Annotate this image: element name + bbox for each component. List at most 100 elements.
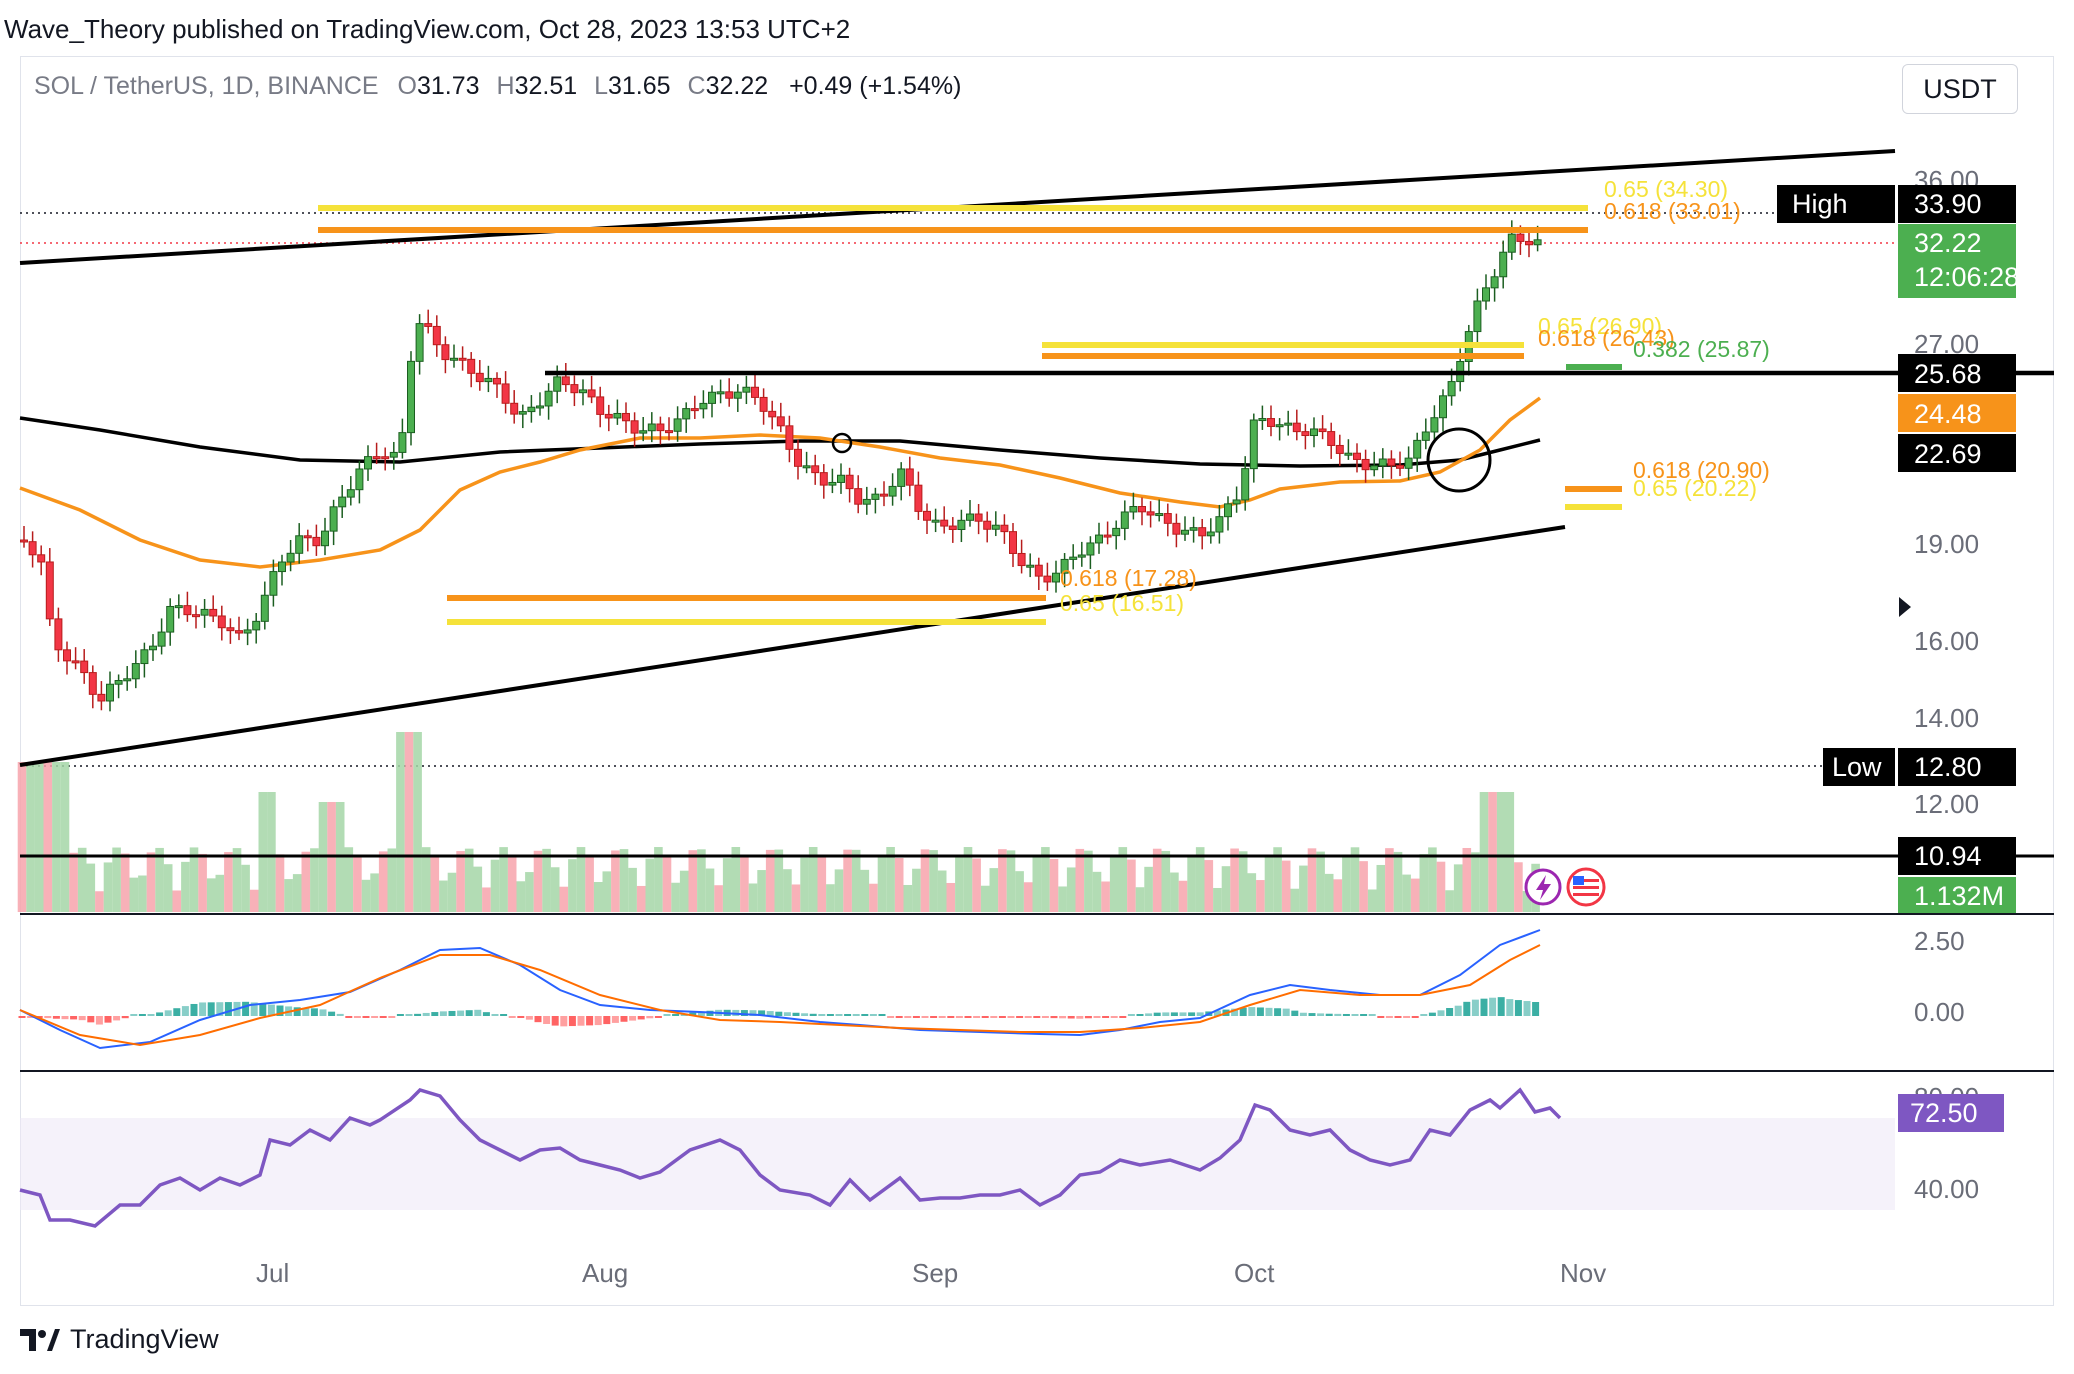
candle-body: [1439, 395, 1447, 419]
macd-hist-bar: [938, 1016, 946, 1018]
low-value: 31.65: [607, 72, 671, 100]
time-tick-jul: Jul: [256, 1258, 289, 1288]
candle-body: [278, 561, 286, 573]
volume-bar: [826, 884, 835, 912]
candle-body: [398, 432, 407, 453]
symbol-pair[interactable]: SOL / TetherUS, 1D, BINANCE: [34, 72, 379, 100]
candle-body: [252, 620, 261, 631]
close-label: C: [687, 72, 706, 100]
macd-hist-bar: [482, 1012, 490, 1016]
candle-body: [510, 402, 519, 415]
volume-bar: [370, 873, 379, 912]
volume-bar: [955, 856, 964, 912]
price-tag-22-69: 22.69: [1898, 434, 2016, 472]
macd-hist-bar: [104, 1016, 112, 1023]
candle-body: [106, 683, 114, 702]
macd-hist-bar: [835, 1014, 843, 1016]
macd-hist-bar: [1041, 1016, 1049, 1018]
candle-body: [37, 554, 46, 563]
macd-hist-bar: [818, 1014, 826, 1016]
candle-body: [1129, 506, 1138, 513]
macd-hist-bar: [310, 1008, 318, 1016]
macd-hist-bar: [1033, 1016, 1041, 1018]
svg-text:1.132M: 1.132M: [1914, 881, 2004, 911]
svg-text:24.48: 24.48: [1914, 399, 1982, 429]
volume-bar: [903, 884, 913, 912]
candle-body: [269, 571, 278, 596]
candle-body: [682, 408, 691, 420]
macd-hist-bar: [964, 1016, 972, 1018]
candle-body: [1473, 300, 1482, 333]
volume-bar: [1109, 855, 1119, 912]
macd-hist-bar: [1360, 1014, 1368, 1016]
svg-text:32.22: 32.22: [1914, 228, 1982, 258]
price-tick-19: 19.00: [1914, 529, 1979, 559]
macd-hist-bar: [629, 1016, 637, 1021]
volume-bar: [353, 854, 362, 912]
volume-bar: [843, 849, 852, 912]
candle-body: [312, 536, 321, 547]
candle-body: [983, 520, 992, 530]
volume-bar: [869, 883, 878, 912]
candle-body: [450, 357, 458, 361]
svg-text:33.90: 33.90: [1914, 189, 1982, 219]
volume-bar: [748, 883, 758, 912]
macd-hist-bar: [302, 1007, 310, 1016]
candle-body: [1533, 239, 1542, 246]
macd-hist-bar: [1239, 1007, 1247, 1016]
volume-bar: [1221, 866, 1231, 912]
candle-body: [149, 645, 157, 651]
volume-bar: [447, 872, 457, 912]
volume-bar: [60, 762, 70, 912]
candle-body: [1206, 531, 1215, 537]
macd-hist-bar: [362, 1016, 370, 1018]
volume-bar: [1522, 891, 1532, 912]
scroll-right-arrow-icon[interactable]: [1899, 597, 1911, 617]
candle-body: [97, 693, 106, 702]
candle-body: [1275, 424, 1284, 428]
macd-hist-bar: [1050, 1016, 1058, 1019]
macd-hist-bar: [1256, 1007, 1264, 1016]
rsi-band: [20, 1118, 1895, 1210]
macd-hist-bar: [1308, 1013, 1316, 1016]
volume-bar: [1419, 854, 1429, 912]
volume-bar: [929, 850, 938, 912]
us-flag-event-icon[interactable]: [1566, 867, 1606, 907]
macd-hist-bar: [156, 1012, 164, 1016]
volume-bar: [1376, 864, 1386, 912]
candle-body: [424, 323, 433, 327]
macd-tick-2-5: 2.50: [1914, 926, 1965, 956]
macd-hist-bar: [95, 1016, 103, 1025]
volume-bar: [456, 851, 465, 912]
macd-hist-bar: [904, 1016, 912, 1018]
candle-body: [570, 384, 579, 394]
lower-trendline[interactable]: [19, 525, 1566, 767]
price-tag-10-94: 10.94: [1898, 837, 2016, 875]
candle-body: [1318, 428, 1327, 433]
ma-cross-marker-small[interactable]: [831, 432, 853, 454]
volume-bar: [1350, 847, 1360, 912]
candle-body: [1043, 575, 1052, 583]
currency-button[interactable]: USDT: [1902, 64, 2018, 114]
high-label: H: [496, 72, 515, 100]
lightning-event-icon[interactable]: [1524, 868, 1562, 906]
macd-hist-bar: [663, 1014, 671, 1016]
candle-body: [931, 519, 940, 523]
candle-body: [1155, 513, 1164, 517]
candle-body: [260, 594, 269, 622]
svg-text:12:06:28: 12:06:28: [1914, 262, 2019, 292]
macd-hist-bar: [672, 1014, 680, 1016]
macd-hist-bar: [276, 1005, 284, 1016]
volume-bar: [439, 880, 448, 912]
macd-hist-bar: [990, 1016, 998, 1018]
golden-cross-circle[interactable]: [1426, 427, 1492, 493]
price-tick-12: 12.00: [1914, 789, 1979, 819]
volume-bar: [241, 864, 250, 912]
volume-bar: [52, 762, 61, 912]
candle-body: [1430, 417, 1439, 433]
macd-hist-bar: [224, 1002, 232, 1016]
publish-caption: Wave_Theory published on TradingView.com…: [4, 14, 851, 44]
candle-body: [1258, 418, 1267, 422]
candle-body: [888, 485, 897, 497]
